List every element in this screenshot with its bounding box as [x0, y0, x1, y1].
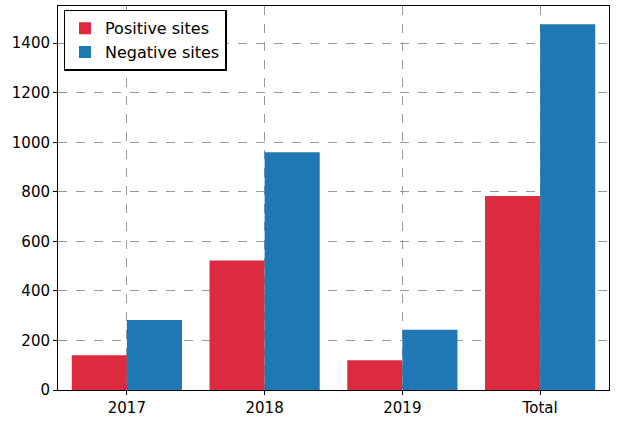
svg-text:2017: 2017	[108, 399, 146, 417]
svg-text:600: 600	[21, 233, 50, 251]
svg-text:1000: 1000	[12, 134, 50, 152]
svg-text:1400: 1400	[12, 34, 50, 52]
svg-text:800: 800	[21, 183, 50, 201]
svg-text:200: 200	[21, 332, 50, 350]
svg-text:1200: 1200	[12, 84, 50, 102]
svg-text:Negative sites: Negative sites	[105, 43, 219, 62]
svg-text:Total: Total	[522, 399, 558, 417]
svg-text:2019: 2019	[383, 399, 421, 417]
svg-text:400: 400	[21, 282, 50, 300]
svg-text:Positive sites: Positive sites	[105, 19, 209, 38]
svg-text:2018: 2018	[246, 399, 284, 417]
svg-text:0: 0	[40, 381, 50, 399]
